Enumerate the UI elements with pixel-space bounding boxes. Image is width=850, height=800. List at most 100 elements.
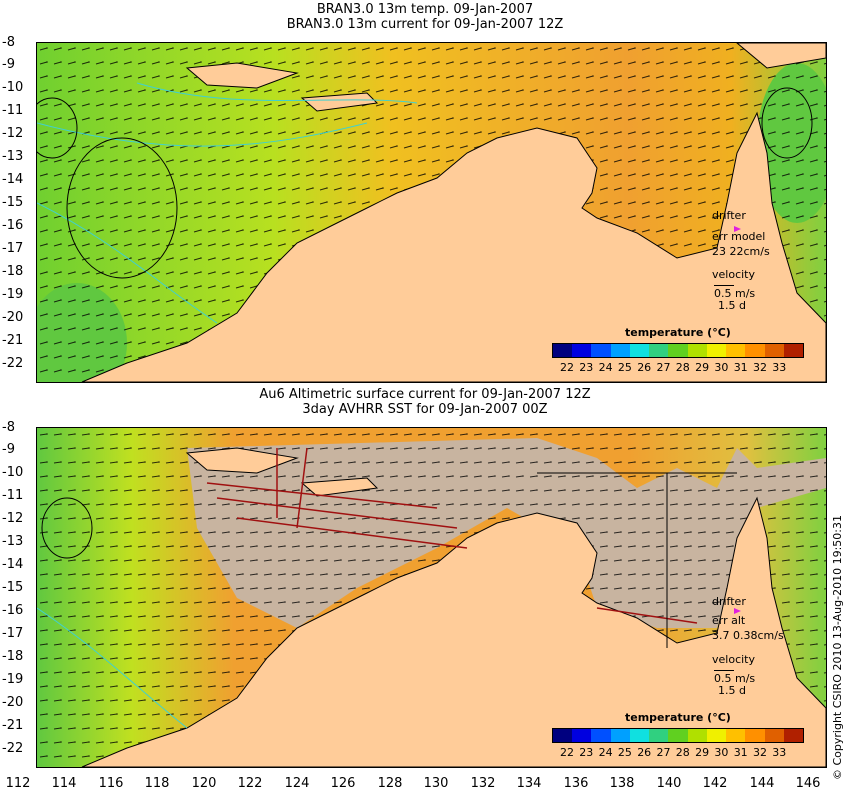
y-tick: -22 <box>2 356 24 371</box>
x-tick: 112 <box>5 776 31 791</box>
colorbar-swatch <box>764 344 784 357</box>
bottom-title-line2: 3day AVHRR SST for 09-Jan-2007 00Z <box>302 402 548 417</box>
colorbar-swatch <box>629 729 650 742</box>
top-island-1 <box>185 62 299 89</box>
colorbar-swatch <box>572 729 592 742</box>
x-tick: 118 <box>144 776 170 791</box>
bottom-australia-land <box>81 496 826 767</box>
y-tick: -11 <box>2 103 24 118</box>
bottom-island-2 <box>300 477 379 497</box>
top-island-3 <box>736 43 826 69</box>
top-drifter-arrow-icon <box>734 226 741 232</box>
top-map-panel <box>36 42 827 383</box>
colorbar-swatch <box>726 344 746 357</box>
bottom-drifter-tracks <box>206 447 698 624</box>
colorbar-tick-label: 26 <box>637 746 652 759</box>
x-tick: 116 <box>98 776 124 791</box>
colorbar-swatch <box>553 729 573 742</box>
y-tick: -17 <box>2 241 24 256</box>
colorbar-tick-label: 33 <box>772 746 787 759</box>
colorbar-swatch <box>706 344 727 357</box>
x-tick: 142 <box>702 776 728 791</box>
y-tick: -11 <box>2 488 24 503</box>
colorbar-swatch <box>649 344 669 357</box>
y-tick: -17 <box>2 626 24 641</box>
x-tick: 124 <box>284 776 310 791</box>
bottom-legend-title: temperature (°C) <box>625 711 731 724</box>
y-tick: -20 <box>2 310 24 325</box>
y-tick: -12 <box>2 126 24 141</box>
colorbar-tick-label: 24 <box>598 361 613 374</box>
colorbar-tick-label: 28 <box>675 746 690 759</box>
colorbar-swatch <box>783 344 804 357</box>
top-contour-2 <box>37 202 218 324</box>
bottom-velocity-arrow-icon <box>714 670 734 671</box>
bottom-velocity-label: velocity <box>712 653 755 666</box>
y-tick: -19 <box>2 672 24 687</box>
top-velocity-label: velocity <box>712 268 755 281</box>
x-tick: 126 <box>330 776 356 791</box>
top-eddy-1 <box>66 137 178 279</box>
x-tick: 138 <box>609 776 635 791</box>
x-tick: 134 <box>516 776 542 791</box>
colorbar-tick-label: 32 <box>753 361 767 374</box>
y-tick: -15 <box>2 195 24 210</box>
x-tick: 120 <box>191 776 217 791</box>
colorbar-swatch <box>572 344 592 357</box>
top-title-line1: BRAN3.0 13m temp. 09-Jan-2007 <box>316 2 534 17</box>
y-tick: -16 <box>2 603 24 618</box>
colorbar-swatch <box>687 729 707 742</box>
y-tick: -19 <box>2 287 24 302</box>
bottom-map-panel <box>36 427 827 768</box>
y-tick: -9 <box>2 442 15 457</box>
colorbar-tick-label: 32 <box>753 746 767 759</box>
top-colorbar <box>552 343 804 358</box>
colorbar-tick-label: 25 <box>617 361 632 374</box>
colorbar-swatch <box>649 729 669 742</box>
top-contour-1 <box>37 122 368 147</box>
y-tick: -15 <box>2 580 24 595</box>
bottom-title-line1: Au6 Altimetric surface current for 09-Ja… <box>259 387 591 402</box>
bottom-velocity-time: 1.5 d <box>718 684 746 697</box>
y-tick: -13 <box>2 149 24 164</box>
bottom-err-value: 3.7 0.38cm/s <box>712 629 784 642</box>
x-tick: 128 <box>377 776 403 791</box>
y-tick: -22 <box>2 741 24 756</box>
colorbar-tick-label: 22 <box>560 746 574 759</box>
colorbar-tick-label: 31 <box>733 361 748 374</box>
top-err-value: 23 22cm/s <box>712 245 770 258</box>
y-tick: -12 <box>2 511 24 526</box>
x-tick: 132 <box>470 776 496 791</box>
x-tick: 136 <box>563 776 589 791</box>
colorbar-tick-label: 27 <box>656 361 671 374</box>
colorbar-swatch <box>764 729 784 742</box>
colorbar-tick-label: 33 <box>772 361 787 374</box>
y-tick: -8 <box>2 420 15 435</box>
colorbar-swatch <box>591 344 611 357</box>
bottom-drifter-arrow-icon <box>734 608 741 614</box>
bottom-colorbar-ticks: 22 23 24 25 26 27 28 29 30 31 32 33 <box>552 746 804 760</box>
x-tick: 146 <box>795 776 821 791</box>
colorbar-tick-label: 28 <box>675 361 690 374</box>
bottom-err-label: err alt <box>712 614 746 627</box>
top-australia-land <box>81 111 826 382</box>
colorbar-tick-label: 27 <box>656 746 671 759</box>
colorbar-swatch <box>629 344 650 357</box>
y-tick: -9 <box>2 57 15 72</box>
colorbar-tick-label: 23 <box>579 361 594 374</box>
colorbar-swatch <box>553 344 573 357</box>
colorbar-tick-label: 31 <box>733 746 748 759</box>
x-tick: 122 <box>237 776 263 791</box>
bottom-contour-1 <box>37 607 188 729</box>
y-tick: -13 <box>2 534 24 549</box>
y-tick: -10 <box>2 465 24 480</box>
x-tick: 114 <box>51 776 77 791</box>
colorbar-swatch <box>745 344 765 357</box>
y-tick: -20 <box>2 695 24 710</box>
top-velocity-time: 1.5 d <box>718 299 746 312</box>
colorbar-swatch <box>610 344 630 357</box>
top-velocity-arrow-icon <box>714 285 734 286</box>
colorbar-tick-label: 29 <box>695 746 710 759</box>
y-tick: -8 <box>2 35 15 50</box>
y-tick: -18 <box>2 264 24 279</box>
